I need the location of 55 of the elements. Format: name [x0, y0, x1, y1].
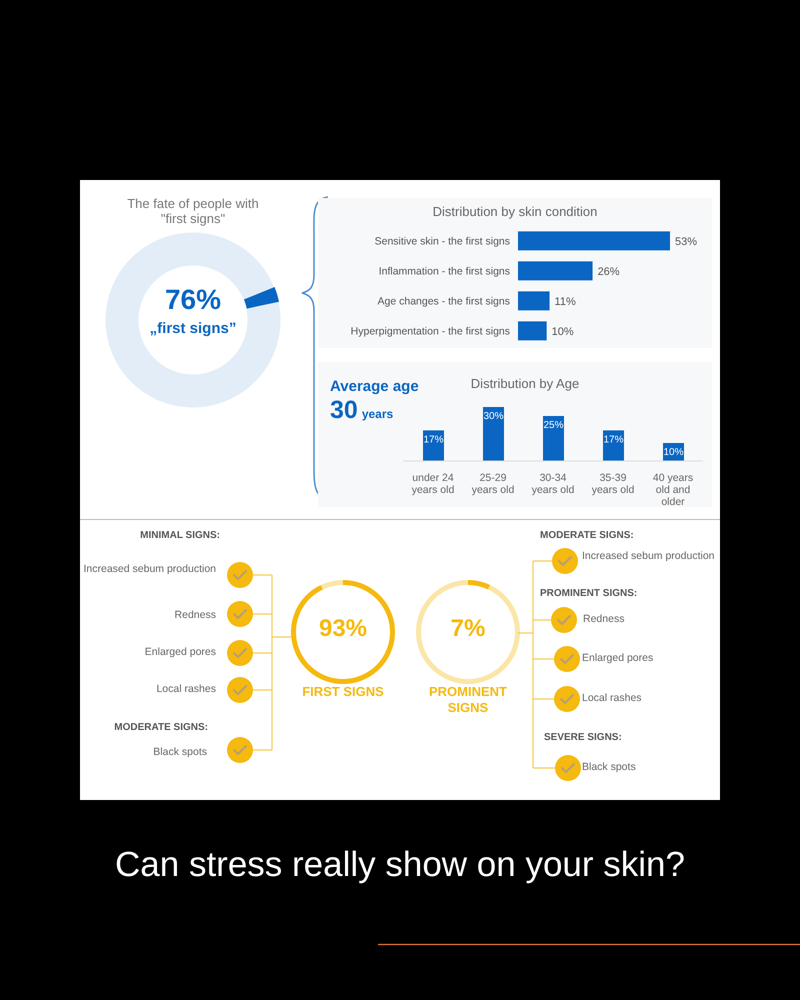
donut-slice [320, 580, 343, 590]
data-label: 10% [663, 447, 684, 458]
text: MODERATE SIGNS: [113, 722, 208, 733]
legend-label: FIRST SIGNS [301, 684, 385, 700]
chart-title: Distribution by skin condition [432, 204, 598, 219]
text: MODERATE SIGNS: [540, 530, 635, 541]
y-tick-label: Age changes - the first signs [378, 296, 510, 308]
bar [543, 416, 564, 461]
legend-label: PROMINENT SIGNS [428, 684, 508, 716]
donut-slice [416, 580, 520, 684]
text: Increased sebum production [582, 550, 716, 562]
data-label: 26% [598, 266, 620, 278]
text: Can stress really show on your skin? [114, 845, 686, 885]
text: Enlarged pores [582, 652, 654, 664]
x-tick-label: under 24 years old [412, 472, 454, 496]
x-tick-label: 30-34 years old [532, 472, 574, 496]
text: SEVERE SIGNS: [544, 732, 623, 743]
x-tick-label: 40 years old and older [652, 472, 694, 508]
x-tick-label: 35-39 years old [592, 472, 634, 496]
text: Redness [583, 613, 626, 625]
chart-title: Distribution by Age [470, 376, 580, 391]
data-label: 93% [318, 615, 368, 643]
text: Black spots [582, 761, 637, 773]
text: Black spots [152, 746, 207, 758]
text: „first signs” [148, 320, 238, 337]
text: MINIMAL SIGNS: [139, 530, 220, 541]
text: Enlarged pores [144, 646, 216, 658]
y-tick-label: Hyperpigmentation - the first signs [350, 326, 510, 338]
data-label: 11% [554, 296, 576, 308]
donut-slice [291, 580, 395, 684]
text: Average age [330, 378, 419, 395]
bar [483, 407, 504, 461]
data-label: 10% [552, 326, 574, 338]
text: Local rashes [582, 692, 643, 704]
x-tick-label: 25-29 years old [472, 472, 514, 496]
text: The fate of people with "first signs" [126, 196, 260, 226]
data-label: 30% [483, 411, 504, 422]
text: 76% [164, 284, 222, 316]
bar [518, 231, 670, 250]
text: 30 years [330, 396, 394, 424]
bar [518, 261, 593, 280]
text: PROMINENT SIGNS: [540, 588, 638, 599]
y-tick-label: Inflammation - the first signs [378, 266, 510, 278]
bar [518, 291, 550, 310]
data-label: 7% [450, 615, 486, 643]
data-label: 17% [423, 434, 444, 446]
donut-slice [468, 580, 490, 590]
text: Local rashes [155, 683, 216, 695]
data-label: 25% [543, 420, 564, 432]
text: Redness [174, 609, 216, 621]
y-tick-label: Sensitive skin - the first signs [374, 236, 510, 248]
data-label: 53% [675, 236, 698, 248]
text: Increased sebum production [82, 563, 216, 575]
data-label: 17% [603, 434, 624, 446]
bar [518, 321, 547, 340]
